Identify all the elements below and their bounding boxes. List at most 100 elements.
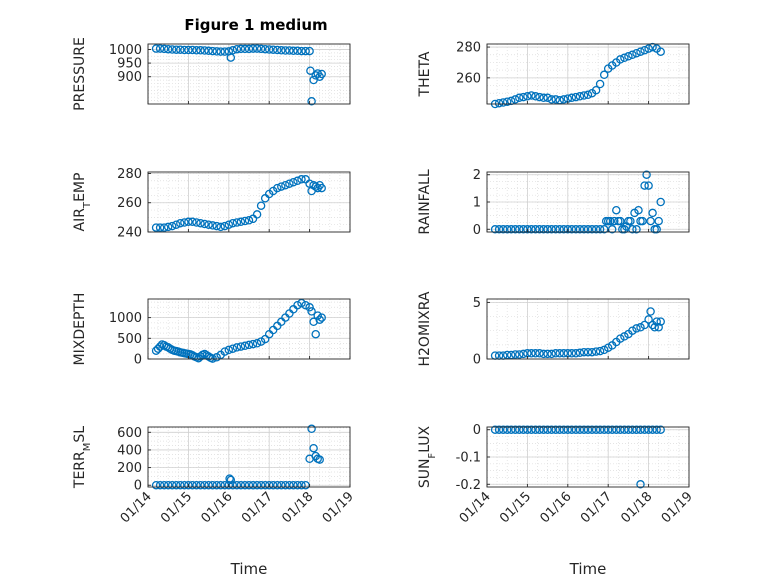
data-point [277, 182, 286, 191]
data-point [228, 344, 238, 353]
data-point [196, 218, 205, 228]
data-point [652, 225, 661, 234]
data-point [583, 347, 593, 357]
y-axis-label: TERRMSL [72, 426, 93, 489]
data-point [547, 349, 556, 359]
y-tick-label: 900 [117, 70, 142, 85]
data-point [167, 221, 177, 231]
subplot-2: 260 280 THETA [417, 41, 690, 109]
data-point [547, 225, 556, 234]
data-point [547, 425, 556, 434]
data-point [583, 90, 593, 100]
x-tick-label: 01/16 [199, 489, 236, 526]
data-point [527, 425, 536, 434]
y-tick-label: -0.1 [456, 451, 481, 466]
data-point [281, 46, 290, 55]
data-point [277, 480, 286, 490]
data-point [155, 223, 165, 232]
data-point [285, 480, 294, 490]
y-tick-label: 0 [134, 353, 142, 368]
data-point [180, 45, 189, 55]
data-point [644, 181, 653, 190]
y-axis-label: RAINFALL [417, 169, 433, 234]
data-point [511, 225, 520, 234]
data-point [640, 320, 649, 330]
data-point [155, 342, 165, 351]
data-point [551, 349, 560, 358]
data-point [297, 175, 306, 184]
data-point [575, 92, 585, 101]
data-point [515, 93, 524, 103]
data-point [591, 225, 601, 234]
axes-box [147, 298, 351, 360]
data-point [240, 44, 250, 54]
data-point [317, 313, 326, 322]
data-point [595, 425, 605, 434]
y-tick-label: 1000 [109, 43, 142, 58]
data-point [603, 425, 613, 434]
data-point [648, 42, 657, 52]
data-point [543, 425, 552, 434]
data-point [301, 46, 310, 56]
subplot-5: 0 500 1000 MIXDEPTH [72, 293, 351, 368]
x-tick-label: 01/19 [659, 489, 696, 526]
data-point [192, 480, 201, 490]
data-point [172, 45, 181, 54]
data-point [252, 44, 262, 53]
data-point [595, 225, 605, 234]
data-point [502, 225, 512, 234]
data-point [547, 95, 556, 104]
data-point [502, 97, 512, 106]
data-point [551, 425, 560, 434]
y-tick-label: 1 [473, 196, 481, 211]
data-point [244, 340, 254, 350]
data-point [511, 350, 520, 359]
data-point [289, 480, 298, 490]
data-point [313, 311, 322, 320]
subplot-3: 240 260 280 AIRTEMP [72, 167, 351, 241]
data-point [583, 225, 593, 234]
data-point [236, 44, 246, 54]
data-point [184, 480, 193, 490]
data-point [196, 46, 205, 55]
data-point [281, 180, 290, 190]
axes-box [486, 298, 690, 360]
data-point [591, 347, 601, 356]
data-point [543, 93, 552, 103]
data-point [256, 480, 266, 490]
data-point [515, 225, 524, 234]
data-point [634, 205, 643, 215]
data-point [163, 44, 173, 54]
y-tick-label: 280 [456, 41, 481, 56]
data-point [232, 343, 242, 352]
data-point [656, 197, 665, 207]
data-point [616, 55, 625, 64]
data-point [285, 179, 294, 188]
data-point [301, 300, 310, 310]
data-point [640, 425, 649, 434]
data-point [155, 44, 165, 53]
data-point [273, 480, 282, 490]
data-point [273, 183, 282, 193]
data-point [616, 334, 625, 343]
data-point [176, 480, 185, 490]
y-tick-label: 400 [117, 443, 142, 458]
y-tick-label: 1000 [109, 311, 142, 326]
data-point [640, 45, 649, 55]
y-tick-label: 200 [117, 461, 142, 476]
data-point [535, 225, 544, 234]
data-point [626, 216, 635, 226]
data-point [212, 221, 221, 231]
data-point [624, 52, 633, 61]
data-point [167, 480, 177, 490]
data-point [159, 44, 169, 54]
data-point [539, 349, 548, 359]
axes-box [147, 43, 351, 105]
data-point [642, 170, 651, 179]
data-point [515, 350, 524, 359]
data-point [244, 216, 254, 225]
data-point [252, 339, 262, 348]
data-point [188, 217, 197, 227]
data-point [188, 45, 197, 55]
